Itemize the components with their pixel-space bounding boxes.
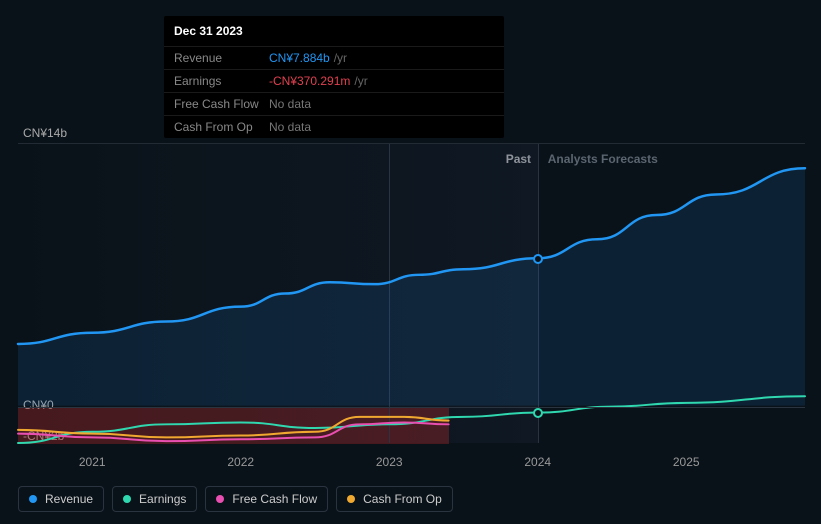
tooltip-row-suffix: /yr [334, 51, 347, 65]
legend-label: Cash From Op [363, 492, 442, 506]
tooltip-row-label: Revenue [174, 51, 269, 65]
legend-item-fcf[interactable]: Free Cash Flow [205, 486, 328, 512]
tooltip-row-value: No data [269, 97, 311, 111]
legend-item-revenue[interactable]: Revenue [18, 486, 104, 512]
ytick-label: CN¥14b [23, 126, 67, 140]
tooltip-row: Cash From OpNo data [164, 115, 504, 138]
xtick-label: 2024 [524, 455, 551, 469]
tooltip-date: Dec 31 2023 [164, 16, 504, 46]
data-tooltip: Dec 31 2023 RevenueCN¥7.884b/yrEarnings-… [164, 16, 504, 138]
tooltip-row-label: Free Cash Flow [174, 97, 269, 111]
series-line-cfo [18, 417, 449, 438]
tooltip-row-value: -CN¥370.291m [269, 74, 350, 88]
chart-container: CN¥14b CN¥0 -CN¥2b Past Analysts Forecas… [0, 120, 821, 524]
xtick-label: 2025 [673, 455, 700, 469]
zero-line [18, 407, 805, 408]
tooltip-row: RevenueCN¥7.884b/yr [164, 46, 504, 69]
chart-plot-area[interactable] [18, 143, 805, 443]
tooltip-row-label: Cash From Op [174, 120, 269, 134]
legend-dot-icon [216, 495, 224, 503]
xtick-label: 2021 [79, 455, 106, 469]
legend-item-cfo[interactable]: Cash From Op [336, 486, 453, 512]
tooltip-row: Earnings-CN¥370.291m/yr [164, 69, 504, 92]
legend-item-earnings[interactable]: Earnings [112, 486, 197, 512]
tooltip-row-value: CN¥7.884b [269, 51, 330, 65]
tooltip-row: Free Cash FlowNo data [164, 92, 504, 115]
legend-label: Revenue [45, 492, 93, 506]
legend-dot-icon [347, 495, 355, 503]
marker-earnings [533, 408, 543, 418]
legend-dot-icon [123, 495, 131, 503]
tooltip-row-label: Earnings [174, 74, 269, 88]
x-axis: 2021 2022 2023 2024 2025 [18, 443, 805, 483]
marker-revenue [533, 254, 543, 264]
legend-dot-icon [29, 495, 37, 503]
tooltip-row-value: No data [269, 120, 311, 134]
legend-label: Free Cash Flow [232, 492, 317, 506]
legend-label: Earnings [139, 492, 186, 506]
series-svg [18, 144, 805, 443]
xtick-label: 2022 [227, 455, 254, 469]
legend: Revenue Earnings Free Cash Flow Cash From O… [18, 486, 453, 512]
xtick-label: 2023 [376, 455, 403, 469]
tooltip-row-suffix: /yr [354, 74, 367, 88]
